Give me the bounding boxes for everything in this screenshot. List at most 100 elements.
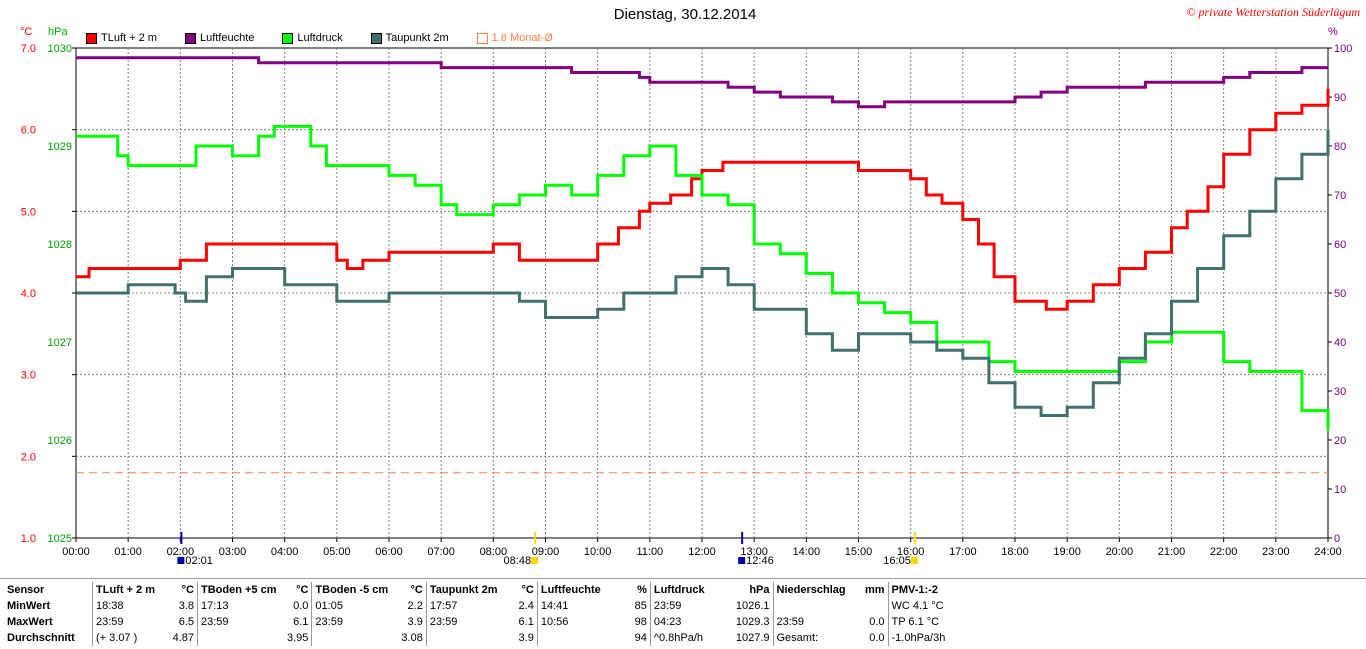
stats-cell: 17:57 [425, 598, 513, 614]
stats-cell [858, 598, 889, 614]
stats-cell: 98 [634, 616, 647, 628]
stats-cell: 14:41 [536, 598, 630, 614]
time-tick-label: 00:00 [62, 546, 90, 558]
time-tick-label: 17:00 [949, 546, 977, 558]
stats-cell [311, 630, 399, 646]
event-marker-icon [738, 557, 746, 564]
stats-header-cell: Taupunkt 2m [425, 582, 513, 598]
stats-header-cell: PMV-1:-2 [887, 582, 965, 598]
temp-tick-label: 2.0 [21, 451, 36, 463]
stats-cell: 85 [634, 600, 647, 612]
event-marker-icon [177, 557, 185, 564]
legend-item-monat: 1.8 Monat-Ø [476, 31, 553, 45]
stats-cell: TP 6.1 °C [887, 614, 965, 630]
stats-header-cell: Niederschlag [772, 582, 858, 598]
stats-cell: 23:59 [311, 614, 399, 630]
time-tick-label: 07:00 [427, 546, 455, 558]
stats-cell: 23:59 [92, 614, 169, 630]
temp-tick-label: 1.0 [21, 533, 36, 545]
stats-cell: 4.87 [172, 632, 194, 644]
stats-cell: -1.0hPa/3h [887, 630, 965, 646]
time-tick-label: 11:00 [636, 546, 663, 558]
stats-cell: 0.0 [293, 600, 309, 612]
stats-cell: 6.1 [293, 616, 309, 628]
stats-divider [0, 578, 1366, 579]
time-tick-label: 03:00 [219, 546, 247, 558]
copyright-text: © private Wetterstation Süderlügum [1186, 5, 1360, 19]
temp-tick-label: 4.0 [21, 288, 36, 300]
legend-item-taupunkt: Taupunkt 2m [370, 31, 449, 45]
stats-header-cell: Luftdruck [649, 582, 733, 598]
stats-cell: 3.8 [178, 600, 194, 612]
stats-cell [536, 630, 630, 646]
time-tick-label: 04:00 [271, 546, 299, 558]
series-lines [76, 56, 1330, 474]
temperature-axis-ticks: 7.0 6.0 5.0 4.0 3.0 2.0 1.0 [21, 43, 76, 545]
stats-header-row: Sensor TLuft + 2 m °C TBoden +5 cm °C TB… [4, 582, 965, 598]
stats-cell: MaxWert [7, 616, 53, 628]
legend-label: Taupunkt 2m [385, 32, 449, 44]
series-line-taupunkt-2m [76, 129, 1330, 417]
humidity-tick-label: 90 [1334, 92, 1346, 104]
humidity-unit-label: % [1328, 26, 1338, 38]
time-tick-label: 05:00 [323, 546, 351, 558]
event-marker-icon [910, 557, 918, 564]
stats-header-cell: mm [864, 584, 885, 596]
legend-label: Luftfeuchte [199, 32, 255, 44]
time-tick-label: 18:00 [1001, 546, 1029, 558]
stats-cell: 17:13 [197, 598, 284, 614]
time-tick-label: 23:00 [1262, 546, 1290, 558]
time-tick-label: 01:00 [114, 546, 142, 558]
time-tick-label: 16:00 [897, 546, 925, 558]
stats-cell: Gesamt: [772, 630, 858, 646]
humidity-tick-label: 50 [1334, 288, 1346, 300]
time-tick-label: 20:00 [1106, 546, 1134, 558]
legend-label: Luftdruck [297, 32, 343, 44]
stats-cell: 2.2 [407, 600, 423, 612]
stats-row-min: MinWert 18:38 3.8 17:13 0.0 01:05 2.2 17… [4, 598, 965, 614]
event-markers: 02:01 08:48 12:46 16:05 [177, 532, 918, 567]
legend-label: 1.8 Monat-Ø [491, 32, 553, 44]
legend-swatch [282, 32, 294, 44]
legend-swatch [86, 32, 97, 44]
pressure-tick-label: 1026 [48, 435, 72, 447]
stats-cell: 0.0 [869, 632, 885, 644]
series-line-luftfeuchte [76, 56, 1328, 109]
stats-cell: 3.9 [407, 616, 423, 628]
time-tick-label: 24:00 [1314, 546, 1342, 558]
time-tick-label: 09:00 [532, 546, 560, 558]
stats-header-cell: TBoden -5 cm [311, 582, 399, 598]
temp-tick-label: 7.0 [21, 43, 36, 55]
time-tick-label: 06:00 [375, 546, 403, 558]
time-tick-label: 14:00 [793, 546, 821, 558]
stats-row-avg: Durchschnitt (+ 3.07 ) 4.87 3.95 3.08 3.… [4, 630, 965, 646]
stats-header-cell: % [637, 584, 647, 596]
pressure-tick-label: 1027 [48, 337, 72, 349]
temp-tick-label: 5.0 [21, 206, 36, 218]
stats-header-cell: °C [521, 584, 534, 596]
humidity-tick-label: 100 [1334, 43, 1352, 55]
stats-header-cell: Sensor [7, 584, 45, 596]
stats-header-cell: °C [296, 584, 309, 596]
time-tick-label: 08:00 [480, 546, 508, 558]
stats-cell: 04:23 [649, 614, 733, 630]
legend-item-tluft: TLuft + 2 m [86, 31, 157, 45]
pressure-tick-label: 1030 [48, 43, 72, 55]
stats-cell: 94 [634, 632, 647, 644]
stats-row-max: MaxWert 23:59 6.5 23:59 6.1 23:59 3.9 23… [4, 614, 965, 630]
humidity-tick-label: 30 [1334, 386, 1346, 398]
event-marker-label: 16:05 [883, 555, 911, 567]
stats-cell: 1026.1 [735, 600, 770, 612]
stats-cell: 18:38 [92, 598, 169, 614]
stats-cell: 0.0 [869, 616, 885, 628]
temp-unit-label: °C [20, 26, 33, 38]
time-tick-label: 19:00 [1053, 546, 1081, 558]
stats-cell: Durchschnitt [7, 632, 75, 644]
legend-item-luftfeuchte: Luftfeuchte [184, 31, 255, 45]
temp-tick-label: 3.0 [21, 370, 36, 382]
humidity-tick-label: 10 [1334, 484, 1346, 496]
stats-cell: 3.95 [287, 632, 309, 644]
event-marker-label: 08:48 [504, 555, 532, 567]
stats-cell: ^0.8hPa/h [649, 630, 733, 646]
